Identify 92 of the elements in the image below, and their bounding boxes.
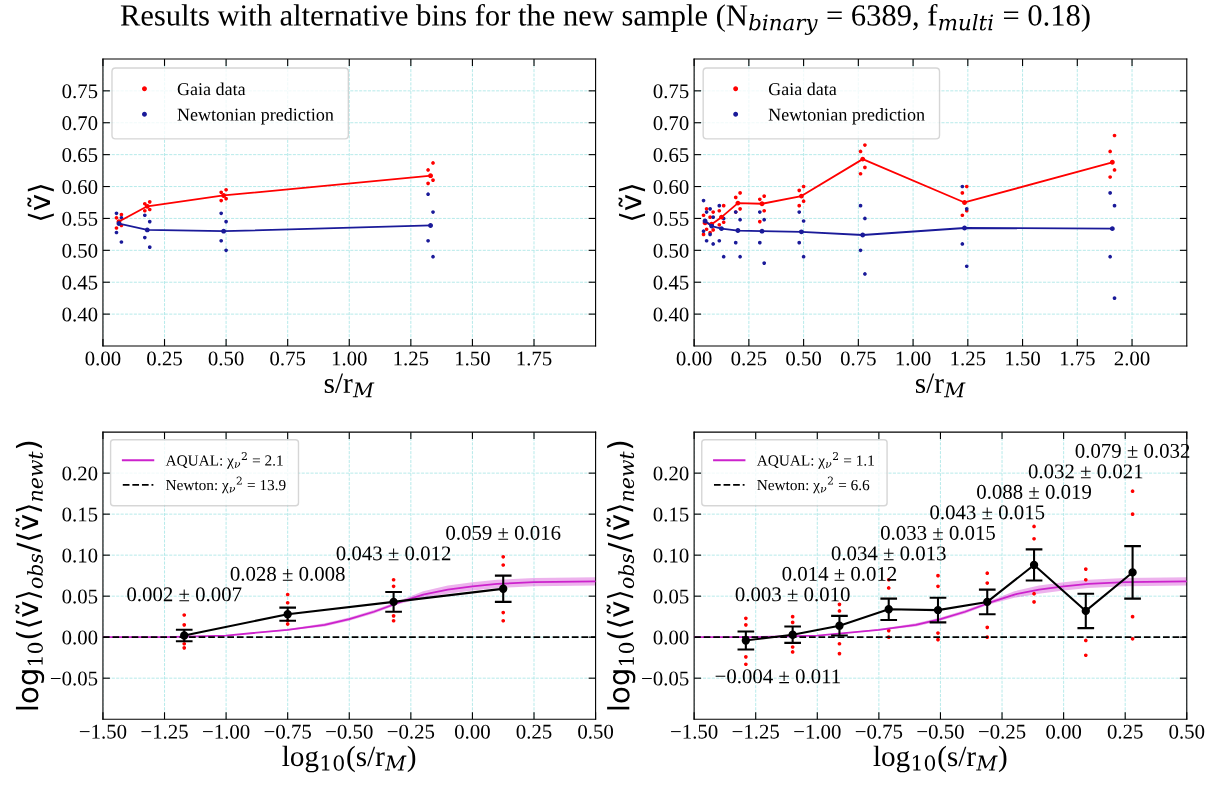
legend-label: Newtonian prediction — [768, 108, 925, 125]
x-tick-label: 0.75 — [270, 351, 306, 366]
y-tick-label: 0.55 — [62, 211, 98, 226]
legend-label: Newton: χ$_{ν}$$^{2}$ = 13.9 — [166, 476, 286, 494]
annotation: 0.088 ± 0.019 — [977, 484, 1091, 499]
annotation: 0.043 ± 0.012 — [336, 546, 451, 561]
x-tick-label: 0.00 — [676, 351, 712, 366]
x-tick-label: 1.75 — [517, 351, 552, 366]
legend-label: Gaia data — [768, 82, 837, 96]
y-axis-title: ⟨ṽ⟩ — [618, 185, 646, 220]
y-tick-label: 0.60 — [653, 179, 689, 195]
annotation: 0.034 ± 0.013 — [831, 546, 946, 561]
x-tick-label: 0.25 — [147, 351, 182, 366]
x-tick-label: −0.75 — [855, 724, 903, 739]
legend-label: Gaia data — [177, 82, 246, 96]
x-tick-label: 0.00 — [85, 351, 121, 366]
y-tick-label: 0.20 — [62, 466, 98, 481]
x-tick-label: −1.00 — [203, 724, 250, 739]
x-tick-label: −0.25 — [387, 724, 435, 739]
legend-label: Newton: χ$_{ν}$$^{2}$ = 6.6 — [757, 476, 870, 494]
x-tick-label: 0.50 — [786, 351, 822, 366]
y-tick-label: 0.45 — [653, 275, 689, 290]
annotation: 0.003 ± 0.010 — [735, 587, 850, 602]
x-tick-label: −0.25 — [978, 724, 1026, 739]
x-tick-label: 0.00 — [1046, 724, 1082, 739]
x-tick-label: 0.50 — [578, 724, 614, 739]
x-tick-label: 2.00 — [1114, 351, 1150, 366]
x-axis-title: s/r$_{M}$ — [915, 373, 966, 398]
x-tick-label: −1.50 — [671, 724, 718, 739]
y-tick-label: −0.05 — [642, 671, 689, 686]
x-tick-label: 1.50 — [1006, 351, 1040, 366]
y-axis-title: log$_{10}$(⟨ṽ⟩$_{obs}$/⟨ṽ⟩$_{newt}$) — [606, 441, 636, 710]
y-tick-label: 0.75 — [653, 84, 689, 99]
chart-title: Results with alternative bins for the new sample (N$_{binary}$ = 6389, f$_{multi}$ = 0.18) — [120, 3, 1090, 35]
x-tick-label: 1.25 — [951, 351, 986, 366]
x-axis-title: log$_{10}$(s/r$_{M}$) — [282, 745, 416, 773]
annotation: 0.014 ± 0.012 — [782, 566, 897, 581]
annotation: −0.004 ± 0.011 — [715, 669, 840, 684]
annotation: 0.043 ± 0.015 — [930, 505, 1045, 520]
x-tick-label: −1.00 — [794, 724, 841, 739]
y-tick-label: 0.05 — [653, 589, 689, 604]
y-tick-label: 0.65 — [653, 148, 689, 163]
x-tick-label: 1.00 — [332, 351, 367, 366]
y-tick-label: 0.60 — [62, 179, 98, 195]
y-tick-label: 0.50 — [653, 243, 689, 258]
legend-label: AQUAL: χ$_{ν}$$^{2}$ = 2.1 — [165, 451, 283, 469]
y-tick-label: 0.65 — [62, 148, 98, 163]
x-tick-label: −1.25 — [732, 724, 779, 739]
y-tick-label: 0.55 — [653, 211, 689, 226]
y-tick-label: 0.20 — [653, 466, 689, 481]
y-tick-label: 0.00 — [653, 630, 689, 645]
x-axis-title: log$_{10}$(s/r$_{M}$) — [873, 745, 1007, 773]
x-tick-label: 0.50 — [208, 351, 244, 366]
x-tick-label: 0.25 — [1107, 724, 1143, 739]
x-tick-label: −0.50 — [917, 724, 964, 739]
y-tick-label: 0.70 — [62, 116, 98, 131]
legend-label: Newtonian prediction — [177, 108, 334, 125]
x-tick-label: 0.25 — [731, 351, 767, 366]
legend-label: AQUAL: χ$_{ν}$$^{2}$ = 1.1 — [756, 451, 874, 469]
annotation: 0.002 ± 0.007 — [127, 587, 242, 602]
x-tick-label: 0.50 — [1169, 724, 1205, 739]
x-axis-title: s/r$_{M}$ — [324, 373, 375, 398]
y-tick-label: 0.15 — [62, 507, 98, 522]
y-tick-label: 0.00 — [62, 630, 98, 645]
x-tick-label: −1.25 — [141, 724, 188, 739]
x-tick-label: 0.75 — [840, 351, 876, 366]
x-tick-label: −1.50 — [79, 724, 127, 739]
x-tick-label: 0.25 — [516, 724, 552, 739]
y-tick-label: 0.15 — [653, 507, 689, 522]
y-tick-label: −0.05 — [50, 671, 98, 686]
x-tick-label: 1.25 — [394, 351, 429, 366]
y-tick-label: 0.40 — [62, 307, 98, 322]
x-tick-label: −0.75 — [264, 724, 311, 739]
y-tick-label: 0.50 — [62, 243, 98, 258]
y-tick-label: 0.70 — [653, 116, 689, 131]
x-tick-label: 0.00 — [454, 724, 490, 739]
x-tick-label: −0.50 — [326, 724, 373, 739]
y-tick-label: 0.75 — [62, 84, 98, 99]
annotation: 0.028 ± 0.008 — [230, 566, 345, 581]
x-tick-label: 1.50 — [456, 351, 490, 366]
x-tick-label: 1.75 — [1060, 351, 1095, 366]
y-tick-label: 0.05 — [62, 589, 98, 604]
y-axis-title: ⟨ṽ⟩ — [27, 185, 54, 220]
y-tick-label: 0.10 — [62, 548, 98, 563]
y-tick-label: 0.40 — [653, 307, 689, 322]
annotation: 0.033 ± 0.015 — [880, 525, 995, 540]
annotation: 0.032 ± 0.021 — [1028, 464, 1143, 479]
y-axis-title: log$_{10}$(⟨ṽ⟩$_{obs}$/⟨ṽ⟩$_{newt}$) — [15, 441, 45, 710]
y-tick-label: 0.45 — [62, 275, 98, 290]
annotation: 0.059 ± 0.016 — [446, 525, 561, 540]
y-tick-label: 0.10 — [653, 548, 689, 563]
x-tick-label: 1.00 — [896, 351, 931, 366]
